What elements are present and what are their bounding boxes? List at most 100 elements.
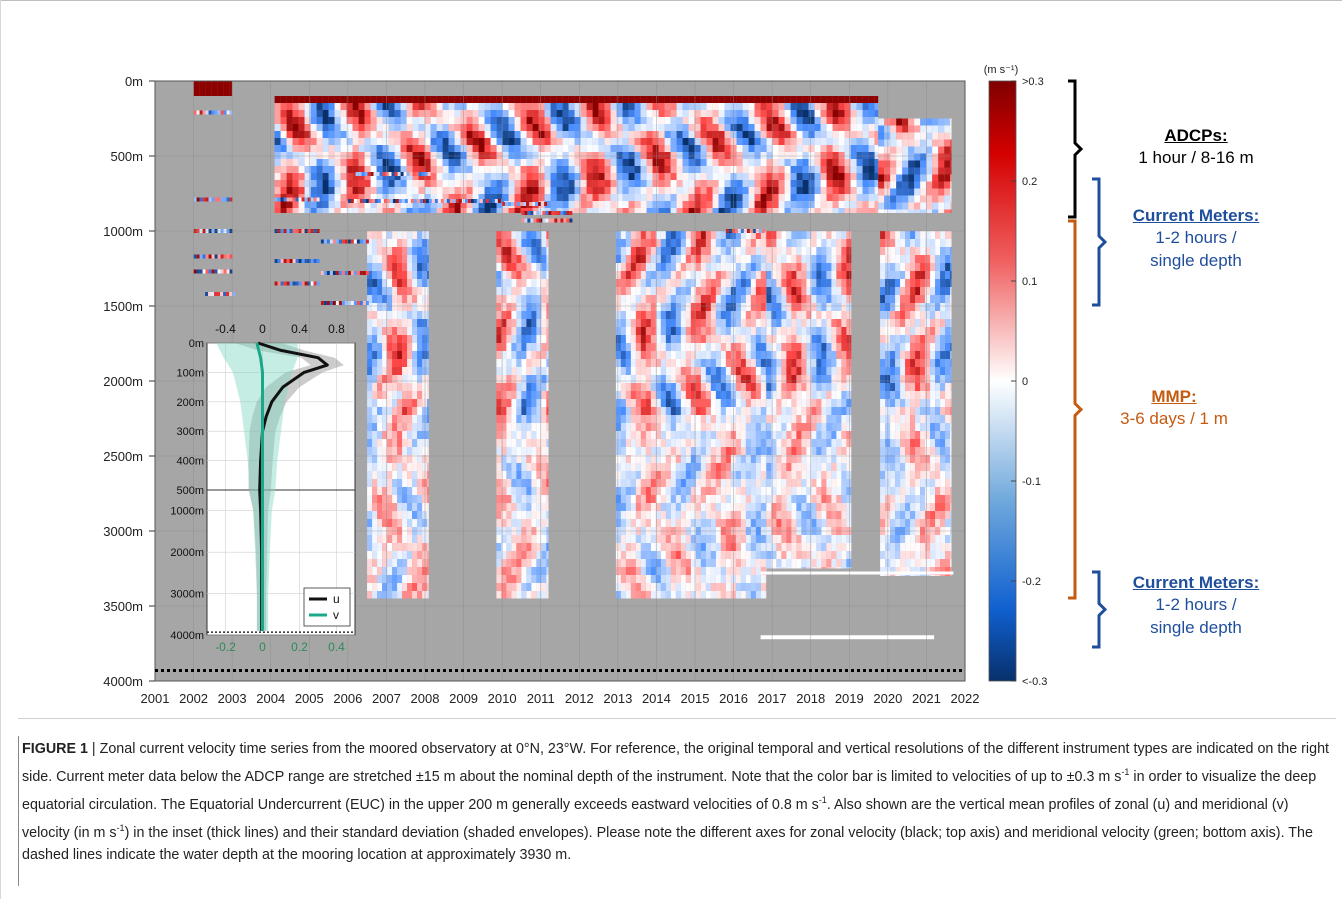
heatmap-cell xyxy=(280,96,287,103)
heatmap-cell xyxy=(412,311,418,319)
heatmap-cell xyxy=(725,495,731,503)
heatmap-cell xyxy=(402,463,408,471)
heatmap-cell xyxy=(790,187,797,194)
heatmap-cell xyxy=(878,181,885,189)
heatmap-cell xyxy=(392,327,398,335)
heatmap-cell xyxy=(766,327,772,335)
heatmap-cell xyxy=(625,479,631,487)
heatmap-cell xyxy=(750,367,756,375)
heatmap-cell xyxy=(700,551,706,559)
heatmap-cell xyxy=(536,415,542,423)
heatmap-cell xyxy=(392,343,398,351)
heatmap-cell xyxy=(890,146,897,154)
heatmap-cell xyxy=(896,167,903,175)
heatmap-cell xyxy=(680,591,686,599)
heatmap-cell xyxy=(688,131,695,138)
heatmap-cell xyxy=(706,138,713,145)
heatmap-cell xyxy=(628,117,635,124)
heatmap-cell xyxy=(838,138,845,145)
heatmap-cell xyxy=(826,423,832,431)
heatmap-cell xyxy=(635,359,641,367)
heatmap-cell xyxy=(755,575,761,583)
heatmap-cell xyxy=(328,201,335,208)
heatmap-cell xyxy=(580,166,587,173)
heatmap-cell xyxy=(658,110,665,117)
heatmap-cell xyxy=(745,263,751,271)
heatmap-cell xyxy=(412,367,418,375)
heatmap-cell xyxy=(580,159,587,166)
heatmap-cell xyxy=(620,311,626,319)
heatmap-cell xyxy=(372,463,378,471)
heatmap-cell xyxy=(836,319,842,327)
heatmap-cell xyxy=(377,583,383,591)
heatmap-cell xyxy=(406,131,413,138)
heatmap-cell xyxy=(655,463,661,471)
heatmap-cell xyxy=(766,319,772,327)
heatmap-cell xyxy=(685,583,691,591)
heatmap-cell xyxy=(680,519,686,527)
heatmap-cell xyxy=(650,447,656,455)
heatmap-cell xyxy=(635,423,641,431)
heatmap-cell xyxy=(740,495,746,503)
heatmap-cell xyxy=(402,511,408,519)
heatmap-cell xyxy=(592,159,599,166)
heatmap-cell xyxy=(367,431,373,439)
heatmap-cell xyxy=(387,231,393,239)
heatmap-cell xyxy=(950,160,952,168)
heatmap-cell xyxy=(718,124,725,131)
heatmap-cell xyxy=(705,519,711,527)
heatmap-cell xyxy=(685,239,691,247)
heatmap-cell xyxy=(784,131,791,138)
heatmap-cell xyxy=(397,391,403,399)
heatmap-cell xyxy=(496,327,502,335)
heatmap-cell xyxy=(412,495,418,503)
heatmap-cell xyxy=(660,263,666,271)
heatmap-cell xyxy=(700,335,706,343)
heatmap-cell xyxy=(735,511,741,519)
heatmap-cell xyxy=(745,575,751,583)
heatmap-cell xyxy=(422,551,428,559)
heatmap-cell xyxy=(223,81,230,88)
heatmap-cell xyxy=(826,399,832,407)
heatmap-cell xyxy=(771,239,777,247)
heatmap-cell xyxy=(710,559,716,567)
heatmap-cell xyxy=(836,471,842,479)
heatmap-cell xyxy=(292,201,299,208)
heatmap-cell xyxy=(526,166,533,173)
heatmap-cell xyxy=(801,423,807,431)
heatmap-cell xyxy=(811,471,817,479)
heatmap-cell xyxy=(635,431,641,439)
heatmap-cell xyxy=(541,279,547,287)
heatmap-cell xyxy=(550,103,557,110)
heatmap-cell xyxy=(448,138,455,145)
heatmap-cell xyxy=(424,124,431,131)
heatmap-cell xyxy=(896,153,903,161)
heatmap-cell xyxy=(745,271,751,279)
heatmap-cell xyxy=(328,96,335,103)
heatmap-cell xyxy=(541,519,547,527)
heatmap-cell xyxy=(508,124,515,131)
heatmap-cell xyxy=(740,327,746,335)
heatmap-cell xyxy=(625,567,631,575)
heatmap-cell xyxy=(372,383,378,391)
heatmap-cell xyxy=(844,110,851,117)
heatmap-cell xyxy=(501,391,507,399)
heatmap-cell xyxy=(496,319,502,327)
heatmap-cell xyxy=(705,567,711,575)
heatmap-cell xyxy=(412,375,418,383)
heatmap-cell xyxy=(402,471,408,479)
heatmap-cell xyxy=(740,383,746,391)
heatmap-cell xyxy=(562,173,569,180)
heatmap-cell xyxy=(521,383,527,391)
heatmap-cell xyxy=(784,166,791,173)
heatmap-cell xyxy=(586,201,593,208)
heatmap-cell xyxy=(816,399,822,407)
heatmap-cell xyxy=(760,583,766,591)
heatmap-cell xyxy=(466,180,473,187)
heatmap-cell xyxy=(541,287,547,295)
heatmap-cell xyxy=(710,511,716,519)
heatmap-cell xyxy=(427,311,429,319)
heatmap-cell xyxy=(422,415,428,423)
heatmap-cell xyxy=(645,447,651,455)
heatmap-cell xyxy=(427,239,429,247)
